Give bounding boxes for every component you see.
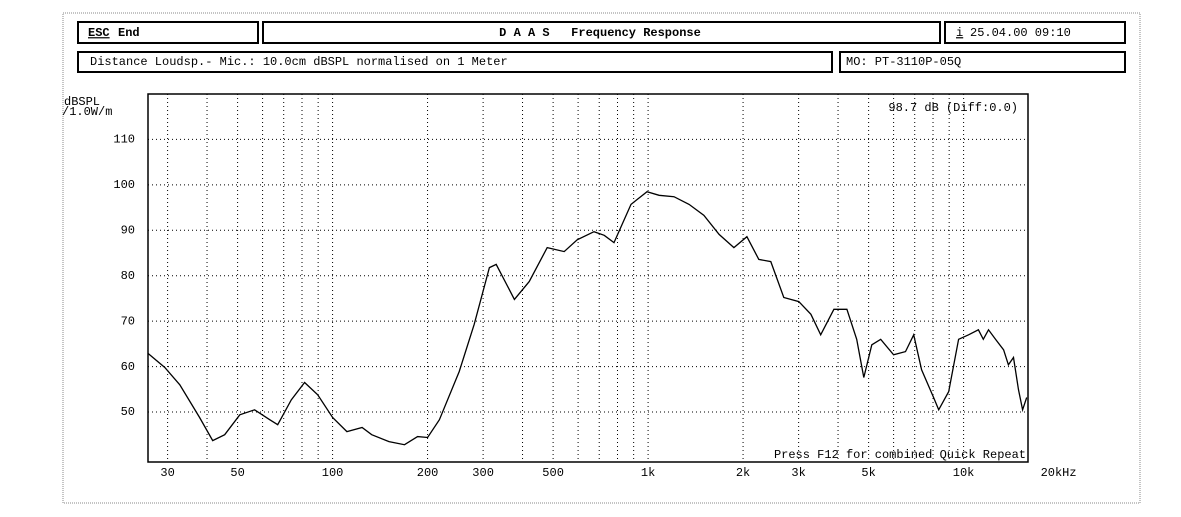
info-icon[interactable]: i xyxy=(956,26,963,40)
esc-key[interactable]: ESC xyxy=(88,26,110,40)
esc-button[interactable] xyxy=(77,21,259,44)
plot-frame xyxy=(147,93,1029,463)
setup-box xyxy=(77,51,833,73)
app-title: D A A S Frequency Response xyxy=(499,26,701,40)
x-tick-label: 50 xyxy=(230,466,244,480)
end-label[interactable]: End xyxy=(118,26,140,40)
y-tick-label: 50 xyxy=(121,405,135,419)
x-tick-label: 5k xyxy=(861,466,875,480)
window-frame xyxy=(62,12,1141,504)
x-tick-label: 30 xyxy=(160,466,174,480)
hint: Press F12 for combined Quick Repeat xyxy=(774,448,1026,462)
x-tick-label: 200 xyxy=(417,466,439,480)
y-tick-label: 60 xyxy=(121,360,135,374)
y-tick-label: 80 xyxy=(121,269,135,283)
x-tick-label: 20kHz xyxy=(1041,466,1077,480)
x-tick-label: 3k xyxy=(791,466,805,480)
title-box xyxy=(262,21,941,44)
x-tick-label: 100 xyxy=(322,466,344,480)
setup-text: Distance Loudsp.- Mic.: 10.0cm dBSPL nor… xyxy=(90,55,508,69)
y-tick-label: 110 xyxy=(113,133,135,147)
model-text: MO: PT-3110P-05Q xyxy=(846,55,961,69)
datetime: 25.04.00 09:10 xyxy=(970,26,1071,40)
x-tick-label: 10k xyxy=(953,466,975,480)
level-readout: 98.7 dB (Diff:0.0) xyxy=(888,101,1018,115)
y-label: /1.0W/m xyxy=(62,105,112,119)
y-tick-label: 90 xyxy=(121,223,135,237)
x-tick-label: 2k xyxy=(736,466,750,480)
info-box[interactable] xyxy=(944,21,1126,44)
model-box xyxy=(839,51,1126,73)
y-label: dBSPL xyxy=(64,95,100,109)
x-tick-label: 1k xyxy=(641,466,655,480)
y-tick-label: 70 xyxy=(121,314,135,328)
y-tick-label: 100 xyxy=(113,178,135,192)
x-tick-label: 300 xyxy=(472,466,494,480)
x-tick-label: 500 xyxy=(542,466,564,480)
response-curve xyxy=(147,190,1028,446)
